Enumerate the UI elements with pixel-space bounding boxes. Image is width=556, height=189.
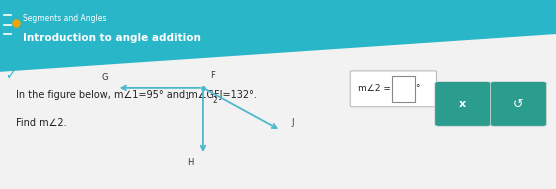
FancyBboxPatch shape <box>350 71 436 107</box>
FancyBboxPatch shape <box>392 76 415 102</box>
Text: F: F <box>211 71 215 80</box>
FancyBboxPatch shape <box>435 82 491 126</box>
Text: 1: 1 <box>184 92 188 101</box>
Text: 2: 2 <box>213 96 217 105</box>
Text: m∠2 =: m∠2 = <box>358 84 390 93</box>
Polygon shape <box>0 0 556 72</box>
Text: G: G <box>101 73 108 82</box>
FancyBboxPatch shape <box>490 82 547 126</box>
Text: Segments and Angles: Segments and Angles <box>23 14 107 23</box>
Text: Introduction to angle addition: Introduction to angle addition <box>23 33 201 43</box>
Text: Find m∠2.: Find m∠2. <box>16 118 66 128</box>
Text: J: J <box>292 118 294 127</box>
Text: ✓: ✓ <box>6 69 16 82</box>
Text: ↺: ↺ <box>513 98 524 110</box>
Text: °: ° <box>415 84 420 93</box>
Text: In the figure below, m∠1=95° and m∠GFJ=132°.: In the figure below, m∠1=95° and m∠GFJ=1… <box>16 90 256 99</box>
Text: x: x <box>459 99 466 109</box>
Text: H: H <box>187 158 194 167</box>
